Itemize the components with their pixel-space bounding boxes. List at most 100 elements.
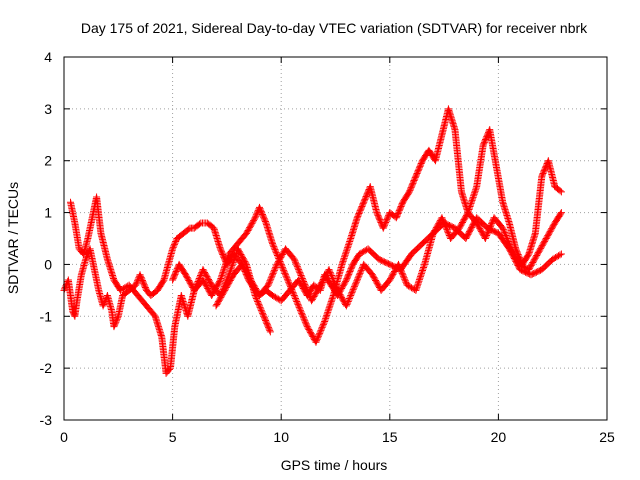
data-point-marker	[305, 289, 313, 297]
data-point-marker	[413, 282, 421, 290]
data-point-marker	[224, 253, 232, 261]
data-point-marker	[499, 226, 507, 234]
data-point-marker	[440, 220, 448, 228]
data-point-marker	[412, 285, 420, 293]
data-point-marker	[272, 263, 280, 271]
data-point-marker	[253, 296, 261, 304]
data-point-marker	[397, 266, 405, 274]
data-point-marker	[270, 268, 278, 276]
data-point-marker	[349, 287, 357, 295]
data-point-marker	[361, 247, 369, 255]
x-tick-labels: 0 5 10 15 20 25	[60, 429, 615, 445]
data-point-marker	[82, 254, 90, 262]
data-point-marker	[344, 299, 352, 307]
data-point-marker	[419, 267, 427, 275]
data-point-marker	[218, 271, 226, 279]
data-point-marker	[340, 256, 348, 264]
data-point-marker	[227, 266, 235, 274]
data-point-marker	[303, 321, 311, 329]
data-point-marker	[343, 247, 351, 255]
data-point-marker	[500, 227, 508, 235]
data-point-marker	[396, 263, 404, 271]
data-point-marker	[469, 195, 477, 203]
data-point-marker	[169, 243, 177, 251]
y-tick-labels: -3 -2 -1 0 1 2 3 4	[40, 49, 53, 428]
data-point-marker	[302, 283, 310, 291]
data-point-marker	[291, 295, 299, 303]
data-point-marker	[484, 229, 492, 237]
data-point-marker	[291, 257, 299, 265]
data-point-marker	[229, 259, 237, 267]
y-tick-label: 0	[44, 256, 52, 272]
data-point-marker	[313, 337, 321, 345]
data-point-marker	[282, 271, 290, 279]
data-point-marker	[217, 274, 225, 282]
data-point-marker	[400, 274, 408, 282]
data-point-marker	[346, 238, 354, 246]
data-point-marker	[300, 314, 308, 322]
data-point-marker	[216, 277, 224, 285]
data-point-marker	[271, 246, 279, 254]
data-point-marker	[471, 189, 479, 197]
data-point-marker	[557, 210, 565, 218]
data-point-marker	[556, 251, 564, 259]
data-point-marker	[395, 262, 403, 270]
data-point-marker	[281, 269, 289, 277]
data-point-marker	[416, 274, 424, 282]
data-point-marker	[357, 268, 365, 276]
data-point-marker	[111, 320, 119, 328]
data-point-marker	[501, 230, 509, 238]
data-point-marker	[439, 217, 447, 225]
data-point-marker	[420, 262, 428, 270]
data-point-marker	[328, 296, 336, 304]
data-point-marker	[360, 247, 368, 255]
data-point-marker	[398, 268, 406, 276]
data-point-marker	[356, 269, 364, 277]
data-point-marker	[441, 221, 449, 229]
data-point-marker	[355, 250, 363, 258]
data-point-marker	[354, 275, 362, 283]
data-point-marker	[342, 250, 350, 258]
data-point-marker	[325, 304, 333, 312]
data-point-marker	[472, 186, 480, 194]
data-point-marker	[290, 255, 298, 263]
data-point-marker	[486, 224, 494, 232]
data-point-marker	[269, 240, 277, 248]
data-point-marker	[272, 247, 280, 255]
data-point-marker	[296, 305, 304, 313]
data-point-marker	[229, 260, 237, 268]
data-point-marker	[487, 221, 495, 229]
data-point-marker	[133, 278, 141, 286]
y-tick-label: 4	[44, 49, 52, 65]
data-point-marker	[295, 303, 303, 311]
data-point-marker	[444, 227, 452, 235]
data-point-marker	[220, 265, 228, 273]
data-point-marker	[295, 266, 303, 274]
data-point-marker	[217, 273, 225, 281]
data-point-marker	[287, 284, 295, 292]
data-point-marker	[312, 338, 320, 346]
data-point-marker	[295, 302, 303, 310]
data-point-marker	[286, 281, 294, 289]
data-point-marker	[288, 287, 296, 295]
data-point-marker	[466, 204, 474, 212]
data-point-marker	[291, 258, 299, 266]
data-point-marker	[296, 269, 304, 277]
data-point-marker	[293, 299, 301, 307]
data-point-marker	[322, 314, 330, 322]
data-point-marker	[257, 305, 265, 313]
data-point-marker	[295, 267, 303, 275]
data-point-marker	[169, 245, 177, 253]
data-point-marker	[415, 276, 423, 284]
data-point-marker	[322, 313, 330, 321]
data-point-marker	[417, 270, 425, 278]
chart-title: Day 175 of 2021, Sidereal Day-to-day VTE…	[81, 20, 588, 36]
data-point-marker	[333, 285, 341, 293]
data-point-marker	[347, 292, 355, 300]
data-point-marker	[344, 244, 352, 252]
data-point-marker	[297, 308, 305, 316]
data-point-marker	[401, 275, 409, 283]
data-point-marker	[278, 263, 286, 271]
y-tick-label: 2	[44, 153, 52, 169]
